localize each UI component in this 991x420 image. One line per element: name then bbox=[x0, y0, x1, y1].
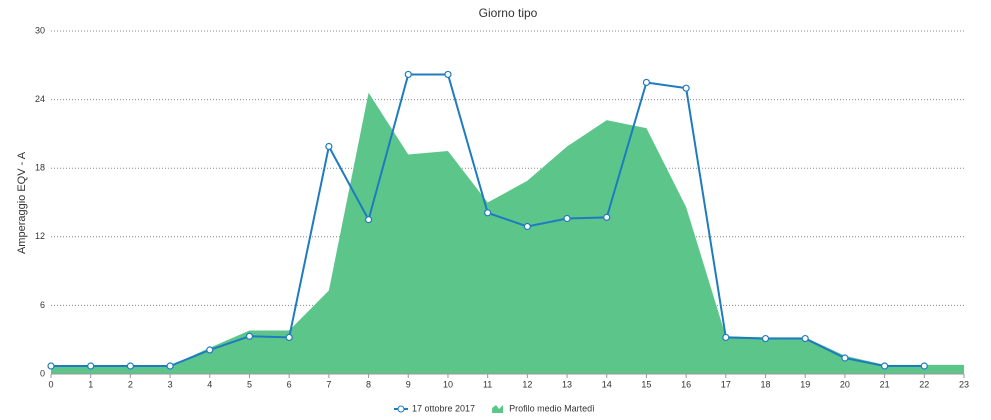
x-tick-label: 1 bbox=[88, 379, 93, 389]
point bbox=[722, 333, 730, 342]
x-tick-label: 15 bbox=[641, 379, 651, 389]
point bbox=[682, 84, 690, 92]
point bbox=[285, 333, 293, 342]
x-tick-label: 18 bbox=[761, 379, 771, 389]
point bbox=[563, 214, 571, 223]
chart-title: Giorno tipo bbox=[479, 6, 538, 20]
x-tick-label: 0 bbox=[48, 379, 53, 389]
y-tick-label: 18 bbox=[35, 163, 45, 173]
point bbox=[404, 70, 412, 79]
legend-marker bbox=[397, 405, 405, 413]
x-tick-label: 3 bbox=[168, 379, 173, 389]
legend-label: Profilo medio Martedì bbox=[509, 403, 595, 413]
point bbox=[166, 362, 174, 370]
point bbox=[603, 213, 611, 221]
x-tick-label: 5 bbox=[247, 379, 252, 389]
point bbox=[881, 362, 889, 370]
y-tick-label: 12 bbox=[35, 231, 45, 241]
legend-label: 17 ottobre 2017 bbox=[412, 403, 475, 413]
x-tick-label: 21 bbox=[880, 379, 890, 389]
x-tick-label: 23 bbox=[959, 379, 969, 389]
point bbox=[325, 142, 333, 151]
x-tick-label: 19 bbox=[800, 379, 810, 389]
point bbox=[801, 334, 809, 343]
legend-marker bbox=[492, 405, 504, 413]
point bbox=[245, 332, 254, 340]
x-tick-label: 17 bbox=[721, 379, 731, 389]
x-tick-label: 16 bbox=[681, 379, 691, 389]
point bbox=[642, 78, 651, 87]
y-tick-label: 6 bbox=[40, 300, 45, 310]
point bbox=[841, 354, 849, 362]
point bbox=[126, 362, 134, 370]
x-tick-label: 14 bbox=[602, 379, 612, 389]
x-tick-label: 7 bbox=[326, 379, 331, 389]
point bbox=[206, 346, 214, 354]
x-tick-label: 11 bbox=[483, 379, 492, 389]
x-tick-label: 10 bbox=[443, 379, 453, 389]
point bbox=[761, 334, 770, 343]
x-tick-label: 13 bbox=[562, 379, 572, 389]
x-tick-label: 6 bbox=[287, 379, 292, 389]
point bbox=[523, 222, 531, 231]
area bbox=[51, 92, 964, 375]
x-tick-label: 2 bbox=[128, 379, 133, 389]
x-tick-label: 4 bbox=[207, 379, 212, 389]
y-tick-label: 0 bbox=[40, 368, 45, 378]
point bbox=[920, 362, 928, 370]
point bbox=[87, 362, 95, 370]
y-tick-label: 24 bbox=[35, 94, 45, 104]
point bbox=[484, 209, 492, 217]
x-tick-label: 12 bbox=[522, 379, 532, 389]
y-axis-label: Amperaggio EQV - A bbox=[16, 151, 28, 254]
point bbox=[47, 362, 55, 370]
point bbox=[444, 70, 452, 79]
x-tick-label: 20 bbox=[840, 379, 850, 389]
y-tick-label: 30 bbox=[35, 25, 45, 35]
x-tick-label: 8 bbox=[366, 379, 371, 389]
x-tick-label: 9 bbox=[406, 379, 411, 389]
point bbox=[364, 216, 373, 224]
x-tick-label: 22 bbox=[919, 379, 929, 389]
